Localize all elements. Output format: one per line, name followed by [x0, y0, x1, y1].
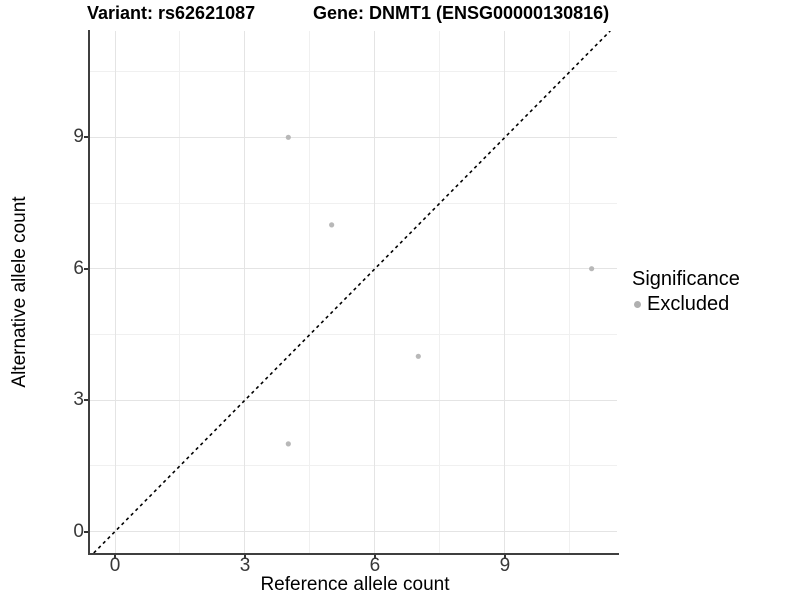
legend: Significance Excluded [632, 268, 740, 316]
data-point [589, 266, 595, 272]
x-axis-title: Reference allele count [260, 574, 450, 595]
x-tick-label: 9 [499, 555, 511, 576]
x-tick-label: 3 [239, 555, 251, 576]
legend-item-label: Excluded [647, 293, 730, 315]
legend-title: Significance [632, 268, 740, 290]
identity-dashed-line [93, 31, 611, 553]
y-tick-label: 6 [73, 257, 84, 279]
horizontal-gridline [90, 399, 617, 401]
legend-key-dot [634, 301, 641, 308]
plot-panel [90, 31, 617, 553]
x-axis-line [88, 553, 619, 555]
x-tick-mark [503, 555, 506, 559]
data-point [285, 441, 291, 447]
x-tick-label: 0 [109, 555, 121, 576]
horizontal-gridline [90, 71, 617, 73]
horizontal-gridline [90, 531, 617, 532]
y-tick-label: 3 [73, 389, 84, 411]
x-tick-label: 6 [369, 555, 381, 576]
legend-item-excluded: Excluded [632, 293, 740, 316]
vertical-gridline [374, 31, 376, 553]
y-tick-mark [84, 399, 88, 402]
y-tick-label: 0 [73, 520, 84, 542]
variant-title: Variant: rs62621087 [87, 3, 256, 23]
x-tick-mark [373, 555, 376, 559]
x-tick-mark [243, 555, 246, 559]
gene-title: Gene: DNMT1 (ENSG00000130816) [313, 3, 610, 23]
y-axis-title: Alternative allele count [9, 196, 30, 388]
horizontal-gridline [90, 333, 617, 335]
horizontal-gridline [90, 202, 617, 204]
data-point [329, 222, 335, 228]
vertical-gridline [114, 31, 116, 553]
y-tick-label: 9 [73, 126, 84, 148]
x-tick-mark [114, 555, 116, 559]
y-tick-mark [84, 267, 88, 270]
vertical-gridline [179, 31, 181, 553]
y-tick-mark [84, 530, 88, 533]
data-point [285, 134, 291, 140]
y-tick-mark [84, 136, 88, 139]
horizontal-gridline [90, 268, 617, 270]
vertical-gridline [439, 31, 441, 553]
data-point [415, 353, 421, 359]
vertical-gridline [309, 31, 311, 553]
vertical-gridline [244, 31, 246, 553]
plot-canvas [93, 31, 611, 553]
horizontal-gridline [90, 465, 617, 467]
vertical-gridline [569, 31, 571, 553]
vertical-gridline [504, 31, 506, 553]
horizontal-gridline [90, 136, 617, 138]
y-axis-line [88, 30, 90, 555]
